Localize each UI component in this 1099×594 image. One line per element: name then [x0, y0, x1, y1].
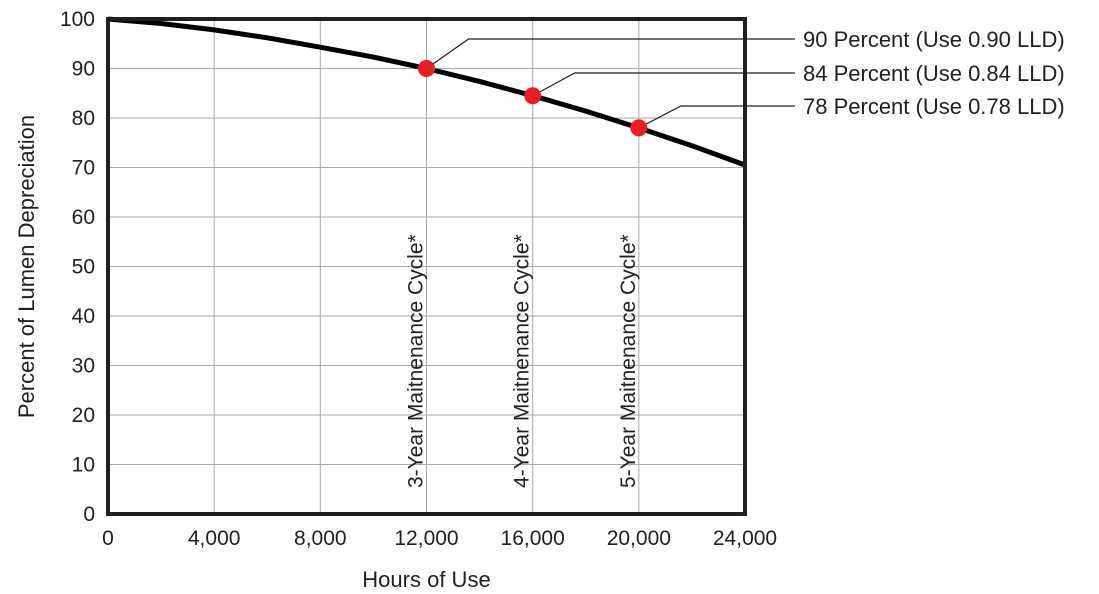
maintenance-cycle-label: 3-Year Maitnenance Cycle*	[405, 234, 428, 488]
x-tick-label: 20,000	[607, 527, 671, 550]
y-tick-label: 0	[83, 503, 95, 526]
data-point-marker	[524, 87, 542, 105]
y-axis-title: Percent of Lumen Depreciation	[14, 115, 39, 418]
annotation-label: 78 Percent (Use 0.78 LLD)	[803, 94, 1065, 119]
y-tick-label: 100	[60, 8, 95, 31]
annotation-label: 90 Percent (Use 0.90 LLD)	[803, 27, 1065, 52]
y-tick-label: 90	[72, 58, 95, 81]
annotation-labels: 90 Percent (Use 0.90 LLD) 84 Percent (Use…	[803, 27, 1065, 119]
callout-leaders	[426, 38, 795, 129]
y-tick-label: 30	[72, 355, 95, 378]
maintenance-cycle-label: 5-Year Maitnenance Cycle*	[617, 234, 640, 488]
y-tick-label: 20	[72, 404, 95, 427]
x-axis-title: Hours of Use	[362, 567, 490, 592]
plot-area-frame	[106, 17, 747, 516]
x-tick-labels: 0 4,000 8,000 12,000 16,000 20,000 24,000	[102, 527, 777, 550]
maintenance-cycle-label: 4-Year Maitnenance Cycle*	[511, 234, 534, 488]
y-tick-label: 60	[72, 206, 95, 229]
y-tick-labels: 0 10 20 30 40 50 60 70 80 90 100	[60, 8, 95, 526]
x-tick-label: 24,000	[713, 527, 777, 550]
y-tick-label: 50	[72, 256, 95, 279]
cycle-label-group: 3-Year Maitnenance Cycle* 4-Year Maitnena…	[405, 234, 640, 488]
y-tick-label: 70	[72, 157, 95, 180]
y-tick-label: 40	[72, 305, 95, 328]
annotation-label: 84 Percent (Use 0.84 LLD)	[803, 61, 1065, 86]
data-point-marker	[630, 119, 648, 137]
x-tick-label: 16,000	[501, 527, 565, 550]
y-tick-label: 80	[72, 107, 95, 130]
y-tick-label: 10	[72, 454, 95, 477]
callout-leader-line	[638, 105, 795, 129]
marker-group	[418, 60, 648, 137]
callout-leader-line	[532, 72, 795, 97]
x-tick-label: 4,000	[188, 527, 241, 550]
x-tick-label: 12,000	[394, 527, 458, 550]
x-tick-label: 0	[102, 527, 114, 550]
callout-leader-line	[426, 38, 795, 69]
x-tick-label: 8,000	[294, 527, 347, 550]
data-point-marker	[418, 60, 435, 77]
